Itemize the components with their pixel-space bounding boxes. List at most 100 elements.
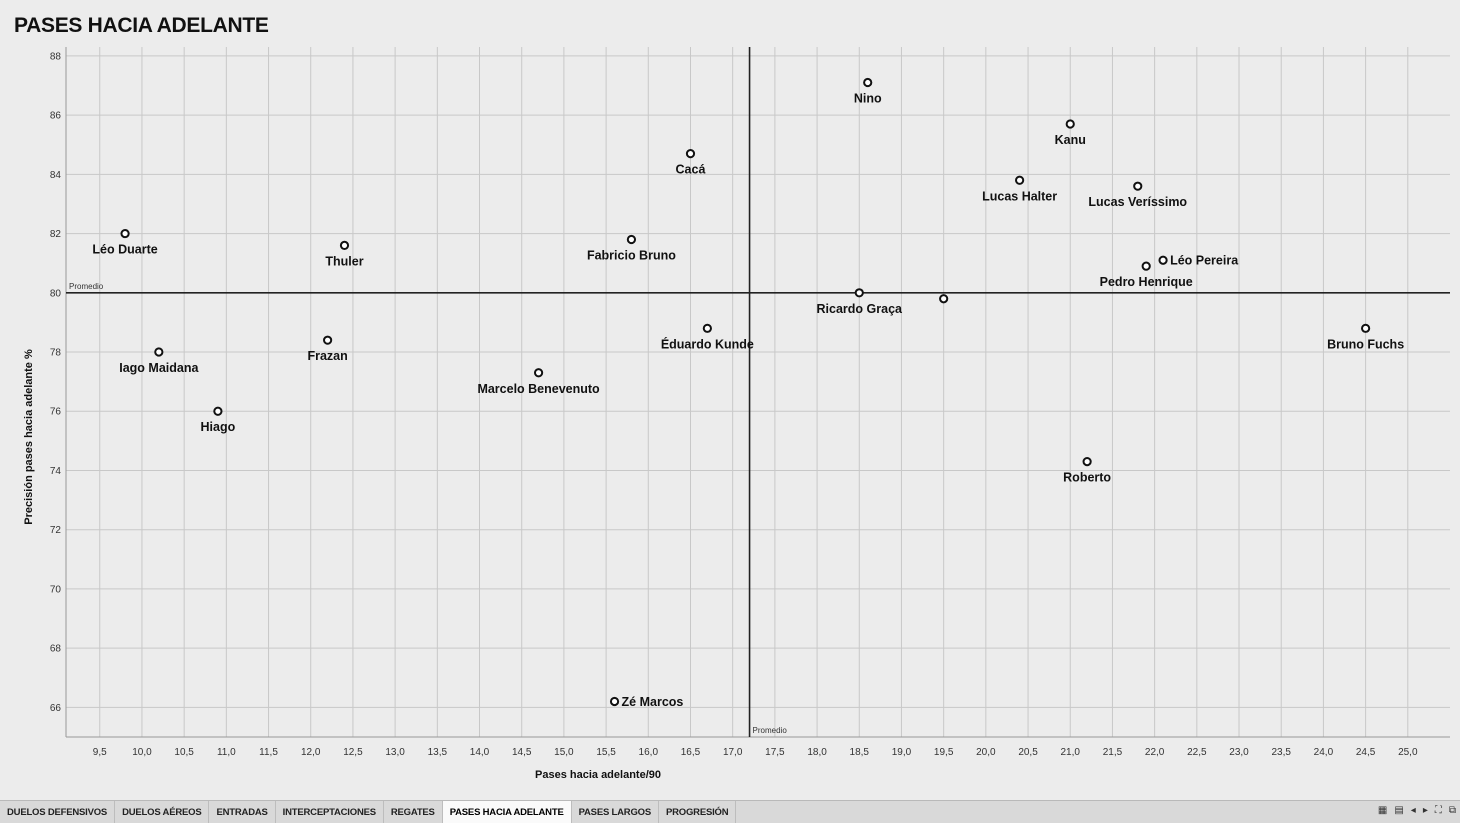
point-label: Pedro Henrique xyxy=(1100,275,1193,289)
x-tick-label: 25,0 xyxy=(1398,747,1418,758)
y-tick-label: 80 xyxy=(50,288,62,299)
tab-duelos-defensivos[interactable]: DUELOS DEFENSIVOS xyxy=(0,801,116,823)
y-tick-label: 76 xyxy=(50,407,62,418)
y-tick-label: 78 xyxy=(50,348,62,359)
x-tick-label: 24,0 xyxy=(1314,747,1334,758)
tab-pases-largos[interactable]: PASES LARGOS xyxy=(572,801,659,823)
data-point xyxy=(854,288,864,298)
y-tick-label: 66 xyxy=(50,703,62,714)
average-label-y: Promedio xyxy=(69,282,104,291)
data-point xyxy=(1065,119,1075,129)
x-tick-label: 23,5 xyxy=(1271,747,1291,758)
x-tick-label: 18,0 xyxy=(807,747,827,758)
tab-duelos-aéreos[interactable]: DUELOS AÉREOS xyxy=(115,801,210,823)
data-point xyxy=(609,696,620,707)
page-icon[interactable]: ▤ xyxy=(1394,805,1404,816)
x-tick-label: 10,0 xyxy=(132,747,152,758)
y-tick-label: 72 xyxy=(50,525,62,536)
tab-entradas[interactable]: ENTRADAS xyxy=(209,801,276,823)
data-point xyxy=(1158,255,1168,265)
x-tick-label: 17,5 xyxy=(765,747,785,758)
x-tick-label: 13,0 xyxy=(385,747,405,758)
x-tick-label: 11,5 xyxy=(259,747,278,758)
point-label: Fabricio Bruno xyxy=(587,248,676,262)
fullscreen-icon[interactable]: ⛶ xyxy=(1434,805,1442,816)
data-point xyxy=(120,228,130,239)
sheet-tab-bar: DUELOS DEFENSIVOS DUELOS AÉREOS ENTRADAS IN… xyxy=(0,800,1460,823)
data-point xyxy=(863,77,873,88)
y-tick-label: 88 xyxy=(50,51,62,62)
x-tick-label: 21,0 xyxy=(1061,747,1081,758)
x-tick-label: 9,5 xyxy=(93,747,107,758)
x-tick-label: 21,5 xyxy=(1103,747,1123,758)
x-tick-label: 20,5 xyxy=(1018,747,1038,758)
grid-lines xyxy=(66,47,1450,737)
data-point xyxy=(323,335,333,345)
data-point xyxy=(702,323,712,333)
point-label: Marcelo Benevenuto xyxy=(477,382,600,396)
y-tick-label: 70 xyxy=(50,584,62,595)
x-tick-label: 22,0 xyxy=(1145,747,1165,758)
point-label: Lucas Halter xyxy=(982,189,1057,203)
point-label: Léo Pereira xyxy=(1170,254,1239,268)
x-tick-label: 14,5 xyxy=(512,747,532,758)
y-tick-label: 84 xyxy=(50,170,62,181)
data-point xyxy=(533,368,544,378)
tab-regates[interactable]: REGATES xyxy=(384,801,443,823)
data-point xyxy=(1141,261,1151,271)
x-tick-label: 17,0 xyxy=(723,747,743,758)
x-tick-label: 23,0 xyxy=(1229,747,1249,758)
y-tick-label: 82 xyxy=(50,229,62,240)
y-tick-label: 86 xyxy=(50,111,62,122)
x-tick-label: 12,0 xyxy=(301,747,321,758)
data-point xyxy=(154,347,164,357)
prev-icon[interactable]: ◂ xyxy=(1410,805,1416,816)
average-label-x: Promedio xyxy=(753,726,788,735)
data-point xyxy=(1361,323,1371,333)
x-tick-label: 18,5 xyxy=(850,747,870,758)
point-label: Léo Duarte xyxy=(92,243,157,257)
point-label: Cacá xyxy=(676,163,706,177)
x-tick-label: 16,0 xyxy=(639,747,659,758)
point-label: Nino xyxy=(854,92,882,106)
tab-interceptaciones[interactable]: INTERCEPTACIONES xyxy=(276,801,384,823)
tab-controls: ▦ ▤ ◂ ▸ ⛶ ⧉ xyxy=(1378,804,1456,818)
data-point xyxy=(339,240,350,251)
point-label: Thuler xyxy=(325,254,363,268)
sheet-tabs: DUELOS DEFENSIVOS DUELOS AÉREOS ENTRADAS IN… xyxy=(0,801,737,823)
x-tick-label: 12,5 xyxy=(343,747,363,758)
scatter-chart: 9,5 10,0 10,5 11,0 11,5 12,0 12,5 13,0 13,5 14,0 1… xyxy=(23,47,1450,781)
point-label: Frazan xyxy=(307,349,347,363)
x-tick-label: 14,0 xyxy=(470,747,490,758)
x-tick-label: 16,5 xyxy=(681,747,701,758)
x-tick-label: 15,0 xyxy=(554,747,574,758)
point-label: Iago Maidana xyxy=(119,361,199,375)
view-grid-icon[interactable]: ▦ xyxy=(1377,805,1388,816)
data-point xyxy=(939,294,949,304)
point-label: Lucas Veríssimo xyxy=(1088,195,1187,209)
data-points: Léo Duarte Iago Maidana Hiago Frazan Thuler M… xyxy=(92,77,1404,709)
tab-progresión[interactable]: PROGRESIÓN xyxy=(659,801,737,823)
tab-pases-hacia-adelante[interactable]: PASES HACIA ADELANTE xyxy=(442,801,572,823)
x-tick-label: 19,0 xyxy=(892,747,912,758)
tick-labels: 9,5 10,0 10,5 11,0 11,5 12,0 12,5 13,0 13,5 14,0 1… xyxy=(50,51,1418,758)
point-label: Zé Marcos xyxy=(622,695,684,709)
data-point xyxy=(1015,175,1025,185)
x-tick-label: 11,0 xyxy=(217,747,236,758)
data-point xyxy=(626,234,637,245)
x-axis-title: Pases hacia adelante/90 xyxy=(535,769,661,781)
x-tick-label: 13,5 xyxy=(428,747,448,758)
expand-icon[interactable]: ⧉ xyxy=(1448,805,1456,816)
next-icon[interactable]: ▸ xyxy=(1422,805,1428,816)
data-point xyxy=(1082,456,1092,467)
point-label: Ricardo Graça xyxy=(817,302,904,316)
x-tick-label: 15,5 xyxy=(596,747,616,758)
point-label: Bruno Fuchs xyxy=(1327,337,1404,351)
point-label: Kanu xyxy=(1055,133,1086,147)
x-tick-label: 20,0 xyxy=(976,747,996,758)
x-tick-label: 10,5 xyxy=(174,747,194,758)
x-tick-label: 22,5 xyxy=(1187,747,1207,758)
data-point xyxy=(1133,181,1143,191)
data-point xyxy=(685,149,696,159)
